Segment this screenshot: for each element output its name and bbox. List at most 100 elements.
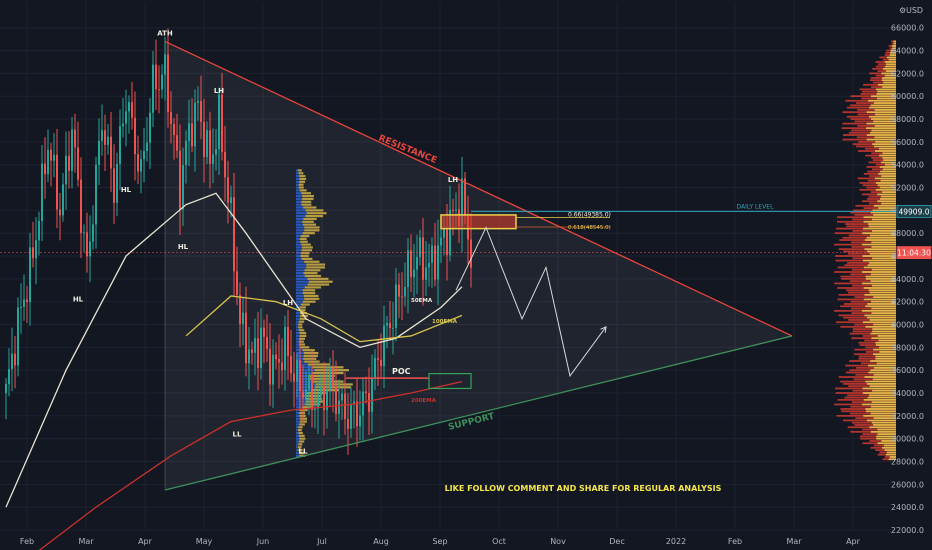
candle-body (53, 154, 55, 161)
swing-label-hl: HL (121, 186, 132, 194)
axes: Feb Mar Apr May Jun Jul Aug Sep Oct Nov Dec 2022 Feb… (20, 24, 932, 546)
vp-range-bar-high (299, 312, 307, 315)
vp-range-bar-high (307, 277, 329, 280)
vp-range-bar-low (296, 440, 299, 443)
vp-range-bar-high (298, 426, 303, 429)
vp-range-bar-low (296, 223, 304, 226)
candle-body (197, 101, 199, 103)
vp-range-bar-high (312, 371, 344, 375)
price-badge-daily (896, 204, 932, 218)
vp-bar-value-area (883, 81, 896, 84)
candle-body (305, 389, 307, 398)
candles[interactable] (5, 28, 472, 455)
candle-body (284, 326, 286, 371)
ema200-label: 200EMA (411, 398, 437, 404)
vp-range-bar-high (305, 214, 324, 218)
vp-range-bar-low (296, 400, 306, 403)
vp-range-bar-low (296, 437, 300, 440)
vp-range-bar-high (308, 280, 333, 283)
vp-range-bar-high (303, 354, 318, 358)
candle-body (89, 241, 91, 257)
vp-range-bar-high (301, 249, 313, 252)
vp-range-bar-low (296, 423, 300, 426)
vp-range-bar-high (299, 177, 307, 181)
vp-bar-value-area (878, 147, 896, 150)
vp-range-bar-low (296, 252, 301, 255)
vp-bar-value-area (869, 291, 896, 294)
vp-bar-value-area (866, 122, 896, 125)
vp-range-bar-high (301, 192, 312, 195)
swing-label-hl: HL (73, 296, 84, 304)
candle-body (56, 154, 58, 210)
vp-bar-value-area (868, 99, 896, 102)
ema-lines (5, 192, 463, 550)
vp-range-bar-high (303, 351, 319, 355)
vp-range-bar-low (296, 406, 303, 409)
vp-bar-value-area (872, 389, 896, 392)
vp-range-bar-high (298, 329, 305, 332)
candle-body (389, 322, 391, 329)
vp-range-bar-low (296, 366, 313, 369)
candle-body (122, 123, 124, 127)
candle-body (272, 354, 274, 385)
vp-range-bar-high (302, 194, 314, 198)
candle-body (35, 240, 37, 259)
vp-range-bar-low (296, 292, 303, 295)
vp-range-bar-high (302, 232, 315, 235)
vp-bar-value-area (863, 287, 896, 289)
candle-body (251, 349, 253, 353)
vp-range-bar-low (296, 380, 313, 383)
vp-bar-value-area (878, 207, 896, 209)
vp-bar-value-area (886, 451, 896, 454)
vp-bar-value-area (877, 193, 896, 196)
candle-body (281, 362, 283, 371)
vp-range-bar-high (309, 374, 335, 377)
vp-range-bar-high (303, 217, 317, 221)
vp-range-bar-low (296, 203, 302, 206)
candle-body (113, 168, 115, 203)
candle-body (224, 151, 226, 178)
candle-body (173, 123, 175, 136)
vp-range-bar-high (304, 229, 320, 232)
vp-bar-value-area (882, 86, 896, 88)
candle-body (353, 401, 355, 405)
candle-body (293, 373, 295, 382)
vp-range-bar-high (309, 377, 335, 380)
vp-range-bar-high (301, 257, 313, 260)
vp-range-bar-high (303, 294, 319, 298)
x-tick-label: 2022 (666, 537, 686, 546)
price-scale-menu-icon[interactable]: ⚙ (899, 6, 906, 15)
vp-range-bar-low (296, 434, 300, 437)
vp-bar-value-area (867, 396, 896, 399)
vp-bar-value-area (882, 152, 896, 155)
vp-bar-value-area (862, 232, 896, 235)
vp-bar-value-area (866, 138, 896, 141)
vp-range-bar-high (299, 317, 307, 320)
vp-range-bar-low (296, 409, 301, 412)
candle-body (248, 349, 250, 364)
vp-bar-value-area (868, 364, 896, 367)
vp-bar-value-area (882, 156, 896, 159)
x-tick-label: Mar (786, 537, 802, 546)
x-tick-label: Oct (492, 537, 506, 546)
vp-bar-value-area (884, 65, 896, 68)
y-tick-label: 52000.0 (891, 184, 924, 193)
vp-range-bar-low (296, 272, 304, 275)
vp-range-bar-low (296, 448, 299, 452)
x-tick-label: Feb (728, 537, 742, 546)
vp-bar-value-area (884, 74, 896, 77)
vp-range-bar-low (296, 411, 300, 415)
y-tick-label: 48000.0 (891, 229, 924, 238)
candle-body (398, 284, 400, 297)
vp-range-bar-low (296, 192, 302, 195)
y-tick-label: 42000.0 (891, 298, 924, 307)
vp-range-bar-low (296, 254, 301, 258)
vp-range-bar-low (296, 371, 313, 375)
vp-range-bar-high (304, 226, 320, 229)
vp-bar-value-area (865, 325, 896, 328)
candle-body (368, 392, 370, 412)
vp-bar-value-area (877, 335, 896, 337)
vp-bar-value-area (865, 380, 896, 383)
vp-bar-value-area (884, 163, 896, 166)
